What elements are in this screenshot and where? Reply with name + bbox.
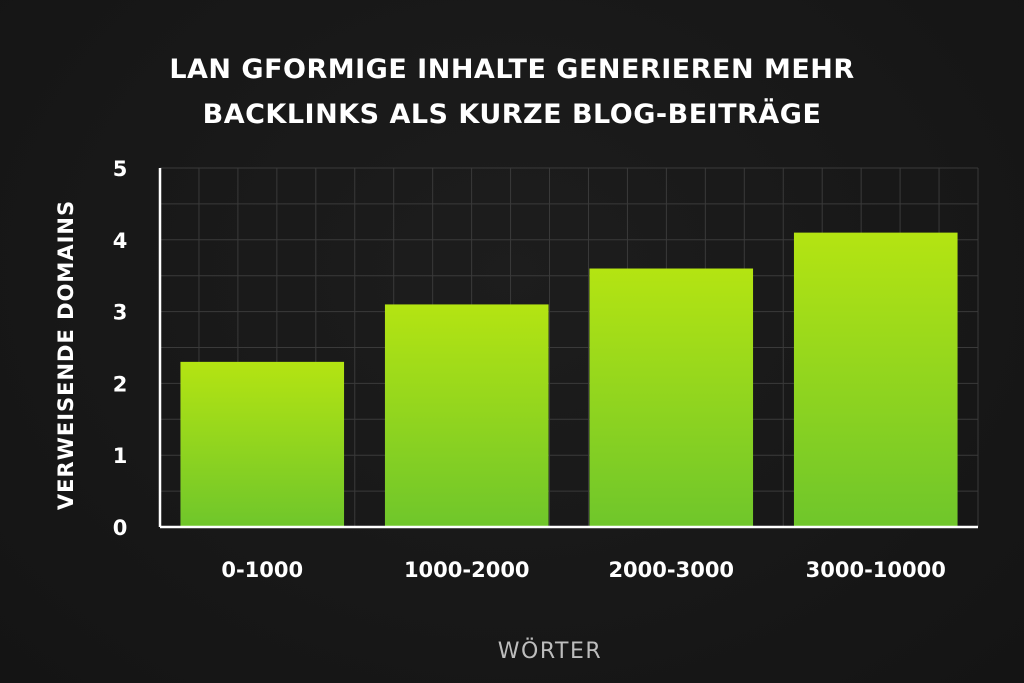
x-category-label: 0-1000 <box>221 558 303 582</box>
x-category-label: 1000-2000 <box>404 558 530 582</box>
y-tick-label: 0 <box>113 516 128 540</box>
y-tick-label: 1 <box>113 444 128 468</box>
y-tick-label: 4 <box>113 229 128 253</box>
y-tick-label: 5 <box>113 157 128 181</box>
bar-1000-2000 <box>384 304 549 527</box>
y-tick-label: 2 <box>113 372 128 396</box>
y-axis-label: VERWEISENDE DOMAINS <box>54 200 78 510</box>
x-category-label: 2000-3000 <box>608 558 734 582</box>
chart-title-line-2: BACKLINKS ALS KURZE BLOG-BEITRÄGE <box>203 98 822 130</box>
y-tick-labels: 0 1 2 3 4 5 <box>113 157 128 540</box>
y-tick-label: 3 <box>113 301 128 325</box>
bar-0-1000 <box>180 361 345 527</box>
x-category-label: 3000-10000 <box>806 558 946 582</box>
bar-2000-3000 <box>589 268 754 527</box>
x-axis-label: WÖRTER <box>498 638 602 664</box>
axes <box>158 168 978 529</box>
bar-3000-10000 <box>793 232 958 527</box>
x-category-labels: 0-1000 1000-2000 2000-3000 3000-10000 <box>221 558 946 582</box>
bars <box>180 232 958 527</box>
chart-title-line-1: LAN GFORMIGE INHALTE GENERIEREN MEHR <box>169 54 854 85</box>
